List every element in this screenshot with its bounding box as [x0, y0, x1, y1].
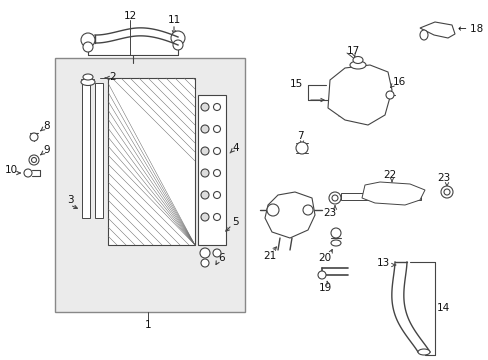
Circle shape — [201, 213, 208, 221]
Circle shape — [213, 249, 221, 257]
Ellipse shape — [83, 74, 93, 80]
Text: 8: 8 — [43, 121, 49, 131]
Circle shape — [201, 259, 208, 267]
Text: 21: 21 — [263, 251, 276, 261]
Text: 7: 7 — [296, 131, 303, 141]
Circle shape — [295, 142, 307, 154]
Circle shape — [173, 40, 183, 50]
Circle shape — [200, 248, 209, 258]
Circle shape — [24, 169, 32, 177]
Bar — [340, 193, 420, 200]
Circle shape — [303, 205, 312, 215]
Circle shape — [385, 91, 393, 99]
Polygon shape — [361, 182, 424, 205]
Text: 2: 2 — [109, 72, 115, 82]
Text: 11: 11 — [168, 15, 181, 25]
Circle shape — [213, 170, 220, 176]
Text: 16: 16 — [392, 77, 406, 87]
Bar — [108, 78, 195, 245]
Circle shape — [443, 189, 449, 195]
Circle shape — [201, 191, 208, 199]
Circle shape — [213, 126, 220, 132]
Polygon shape — [419, 22, 454, 38]
Text: 14: 14 — [436, 303, 449, 313]
Circle shape — [201, 103, 208, 111]
Polygon shape — [327, 65, 391, 125]
Circle shape — [213, 148, 220, 154]
Bar — [55, 58, 244, 312]
Text: 22: 22 — [383, 170, 396, 180]
Text: 4: 4 — [231, 143, 238, 153]
Circle shape — [330, 228, 340, 238]
Ellipse shape — [419, 30, 427, 40]
Text: 13: 13 — [376, 258, 389, 268]
Circle shape — [201, 169, 208, 177]
Bar — [95, 83, 103, 218]
Text: 23: 23 — [323, 208, 336, 218]
Circle shape — [29, 155, 39, 165]
Text: 15: 15 — [289, 79, 303, 89]
Ellipse shape — [352, 57, 362, 63]
Text: 20: 20 — [318, 253, 331, 263]
Text: ← 18: ← 18 — [457, 24, 482, 34]
Text: 10: 10 — [5, 165, 18, 175]
Text: 5: 5 — [231, 217, 238, 227]
Text: 3: 3 — [66, 195, 73, 205]
Ellipse shape — [330, 240, 340, 246]
Circle shape — [213, 104, 220, 111]
Bar — [198, 95, 225, 245]
Text: 23: 23 — [436, 173, 450, 183]
Circle shape — [83, 42, 93, 52]
Circle shape — [317, 271, 325, 279]
Text: 9: 9 — [43, 145, 49, 155]
Circle shape — [81, 33, 95, 47]
Circle shape — [440, 186, 452, 198]
Circle shape — [171, 31, 184, 45]
Circle shape — [213, 213, 220, 220]
Polygon shape — [264, 192, 314, 238]
Circle shape — [31, 158, 37, 162]
Ellipse shape — [349, 61, 365, 69]
Ellipse shape — [81, 78, 95, 85]
Text: 19: 19 — [318, 283, 331, 293]
Circle shape — [331, 195, 337, 201]
Circle shape — [201, 147, 208, 155]
Circle shape — [30, 133, 38, 141]
Circle shape — [201, 125, 208, 133]
Circle shape — [266, 204, 279, 216]
Bar — [82, 83, 90, 218]
Text: 6: 6 — [218, 253, 224, 263]
Text: 1: 1 — [144, 320, 151, 330]
Text: 12: 12 — [123, 11, 136, 21]
Ellipse shape — [417, 349, 429, 355]
Circle shape — [328, 192, 340, 204]
Text: 17: 17 — [346, 46, 360, 56]
Circle shape — [213, 192, 220, 198]
